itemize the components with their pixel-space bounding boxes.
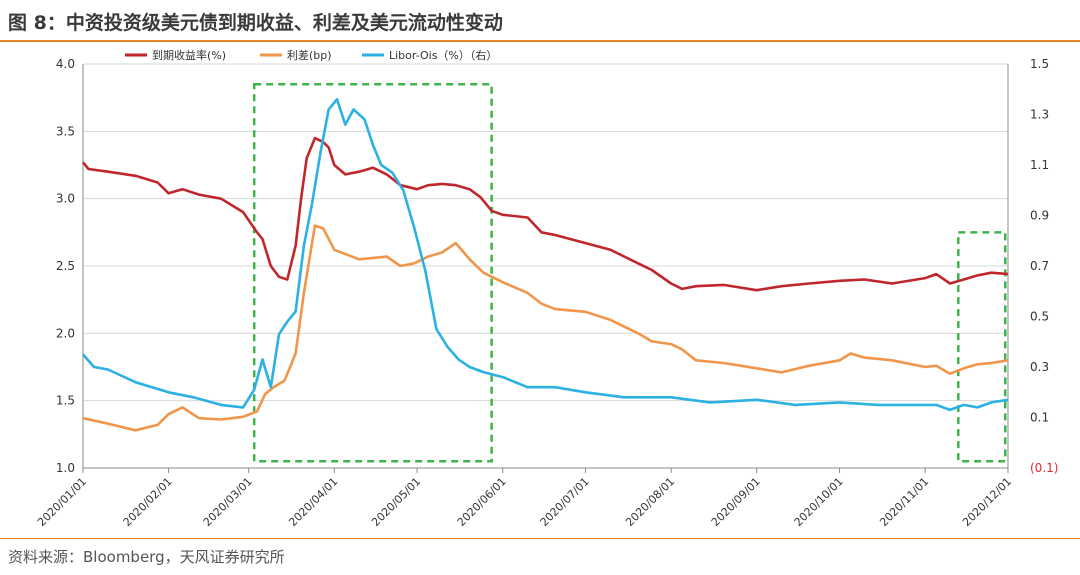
left-tick-label: 3.5: [56, 124, 75, 138]
series-line: [81, 136, 1009, 292]
x-tick-label: 2020/03/01: [201, 475, 255, 529]
x-tick-label: 2020/02/01: [121, 475, 175, 529]
right-tick-label: 1.3: [1030, 108, 1049, 122]
right-tick-label: 0.1: [1030, 411, 1049, 425]
gridlines: [82, 63, 1009, 469]
right-tick-label: 1.5: [1030, 57, 1049, 71]
left-tick-label: 2.0: [56, 326, 75, 340]
right-tick-label: 0.7: [1030, 259, 1049, 273]
highlight-box: [957, 231, 1007, 463]
line-chart: 1.0 1.5 2.0 2.5 3.0 3.5 4.0 (0.1) 0.1 0.3 0.5 0.7 0…: [35, 48, 1058, 529]
x-tick-label: 2020/01/01: [35, 475, 89, 529]
highlight-boxes: [252, 82, 1007, 463]
left-axis-ticks: 1.0 1.5 2.0 2.5 3.0 3.5 4.0: [56, 57, 75, 475]
right-tick-label: 0.9: [1030, 209, 1049, 223]
source-note: 资料来源：Bloomberg，天风证券研究所: [8, 548, 285, 566]
right-tick-label: (0.1): [1030, 461, 1058, 475]
x-tick-label: 2020/04/01: [286, 475, 340, 529]
x-axis-ticks: 2020/01/01 2020/02/01 2020/03/01 2020/04/01…: [35, 468, 1014, 529]
right-tick-label: 1.1: [1030, 158, 1049, 172]
x-tick-label: 2020/07/01: [538, 475, 592, 529]
left-tick-label: 3.0: [56, 192, 75, 206]
figure-title: 图 8：中资投资级美元债到期收益、利差及美元流动性变动: [8, 12, 503, 34]
x-tick-label: 2020/08/01: [623, 475, 677, 529]
series-lines: [81, 97, 1009, 432]
legend: 到期收益率(%) 利差(bp) Libor-Ois（%）（右）: [125, 48, 497, 62]
legend-label: 利差(bp): [287, 48, 332, 62]
x-tick-label: 2020/09/01: [709, 475, 763, 529]
right-axis-ticks: (0.1) 0.1 0.3 0.5 0.7 0.9 1.1 1.3 1.5: [1030, 57, 1058, 475]
source-divider: [0, 538, 1080, 539]
legend-label: 到期收益率(%): [152, 48, 226, 62]
x-tick-label: 2020/10/01: [792, 475, 846, 529]
x-tick-label: 2020/12/01: [960, 475, 1014, 529]
series-line: [82, 97, 1009, 412]
x-tick-label: 2020/06/01: [455, 475, 509, 529]
legend-label: Libor-Ois（%）（右）: [389, 48, 497, 62]
left-tick-label: 1.0: [56, 461, 75, 475]
title-divider: [0, 40, 1080, 42]
highlight-box: [252, 82, 493, 463]
left-tick-label: 4.0: [56, 57, 75, 71]
x-tick-label: 2020/05/01: [369, 475, 423, 529]
left-tick-label: 2.5: [56, 259, 75, 273]
x-tick-label: 2020/11/01: [877, 475, 931, 529]
right-tick-label: 0.3: [1030, 360, 1049, 374]
series-line: [82, 224, 1009, 432]
left-tick-label: 1.5: [56, 394, 75, 408]
right-tick-label: 0.5: [1030, 310, 1049, 324]
